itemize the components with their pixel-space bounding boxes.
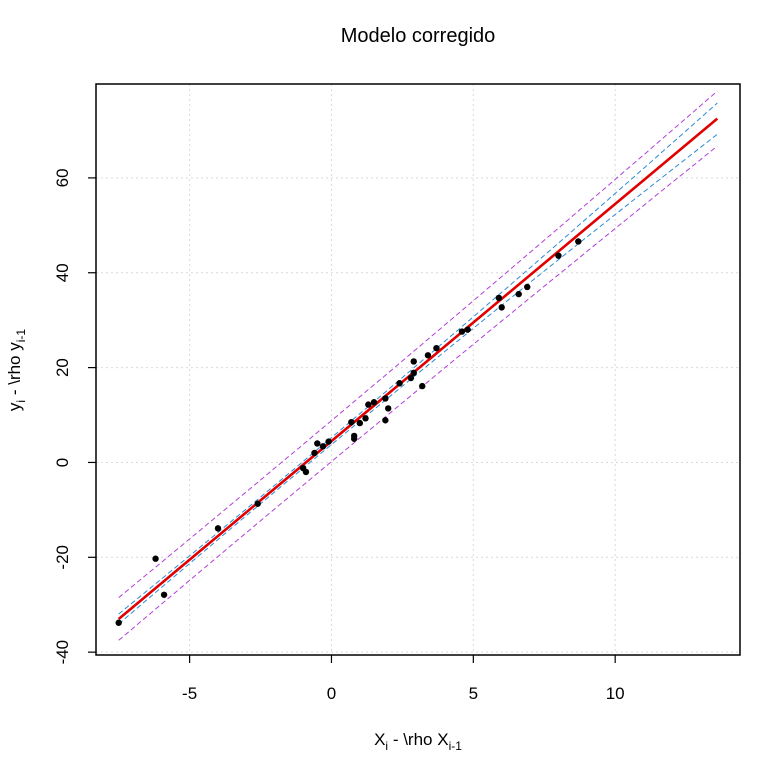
- x-label-sub2: i-1: [449, 739, 463, 753]
- y-label-mid: - \rho y: [5, 342, 24, 400]
- data-point: [254, 500, 261, 507]
- data-point: [348, 418, 355, 426]
- data-point: [424, 352, 432, 359]
- data-point: [362, 415, 369, 422]
- y-axis-label: yi - \rho yi-1: [5, 329, 28, 411]
- data-point: [410, 358, 417, 365]
- data-point: [152, 555, 159, 562]
- data-point: [458, 328, 466, 335]
- confidence-band-lower: [118, 133, 718, 625]
- chart-title: Modelo corregido: [341, 25, 496, 47]
- y-tick-label: -40: [53, 640, 72, 665]
- x-tick-label: -5: [182, 684, 197, 703]
- data-point: [365, 401, 372, 408]
- y-label-sub2: i-1: [14, 329, 28, 343]
- data-point: [370, 399, 378, 406]
- data-point: [382, 395, 389, 402]
- y-tick-label: 0: [53, 458, 72, 467]
- x-label-mid: - \rho X: [388, 730, 448, 749]
- y-axis: -40 -20 0 20 40 60: [53, 168, 96, 664]
- bands: [118, 90, 718, 641]
- fit-line: [117, 117, 719, 620]
- data-point: [356, 419, 364, 427]
- y-label-main: y: [5, 402, 24, 411]
- x-tick-label: 0: [327, 684, 336, 703]
- y-tick-label: -20: [53, 545, 72, 570]
- y-tick-label: 20: [53, 358, 72, 377]
- confidence-band-upper: [118, 102, 718, 615]
- data-point: [515, 290, 522, 298]
- x-axis-label: Xi - \rho Xi-1: [374, 730, 462, 753]
- data-point: [302, 468, 310, 476]
- x-tick-label: 10: [606, 684, 625, 703]
- data-point: [314, 440, 321, 447]
- x-label-sub1: i: [385, 739, 388, 753]
- data-point: [396, 380, 403, 387]
- data-point: [319, 443, 327, 450]
- data-point: [311, 449, 318, 457]
- fit-line-group: [117, 117, 719, 620]
- data-point: [575, 238, 582, 245]
- prediction-band-upper: [118, 90, 718, 598]
- data-point: [464, 326, 471, 333]
- y-label-sub1: i: [14, 400, 28, 403]
- y-tick-label: 60: [53, 168, 72, 187]
- data-point: [495, 294, 503, 302]
- x-axis: -5 0 5 10: [182, 655, 625, 703]
- plot-frame: [95, 83, 741, 656]
- data-point: [382, 417, 389, 424]
- data-point: [433, 344, 440, 352]
- data-point: [498, 304, 505, 311]
- data-point: [555, 252, 562, 259]
- data-point: [115, 619, 122, 626]
- y-tick-label: 40: [53, 263, 72, 282]
- data-point: [325, 438, 332, 445]
- data-point: [524, 283, 531, 291]
- data-point: [385, 405, 392, 412]
- x-tick-label: 5: [469, 684, 478, 703]
- data-point: [350, 432, 358, 440]
- data-point: [407, 374, 415, 382]
- data-point: [160, 591, 168, 598]
- data-point: [214, 525, 222, 532]
- points: [115, 238, 582, 626]
- prediction-band-lower: [118, 145, 718, 641]
- data-point: [419, 382, 426, 390]
- x-label-main: X: [374, 730, 385, 749]
- data-point: [410, 369, 417, 377]
